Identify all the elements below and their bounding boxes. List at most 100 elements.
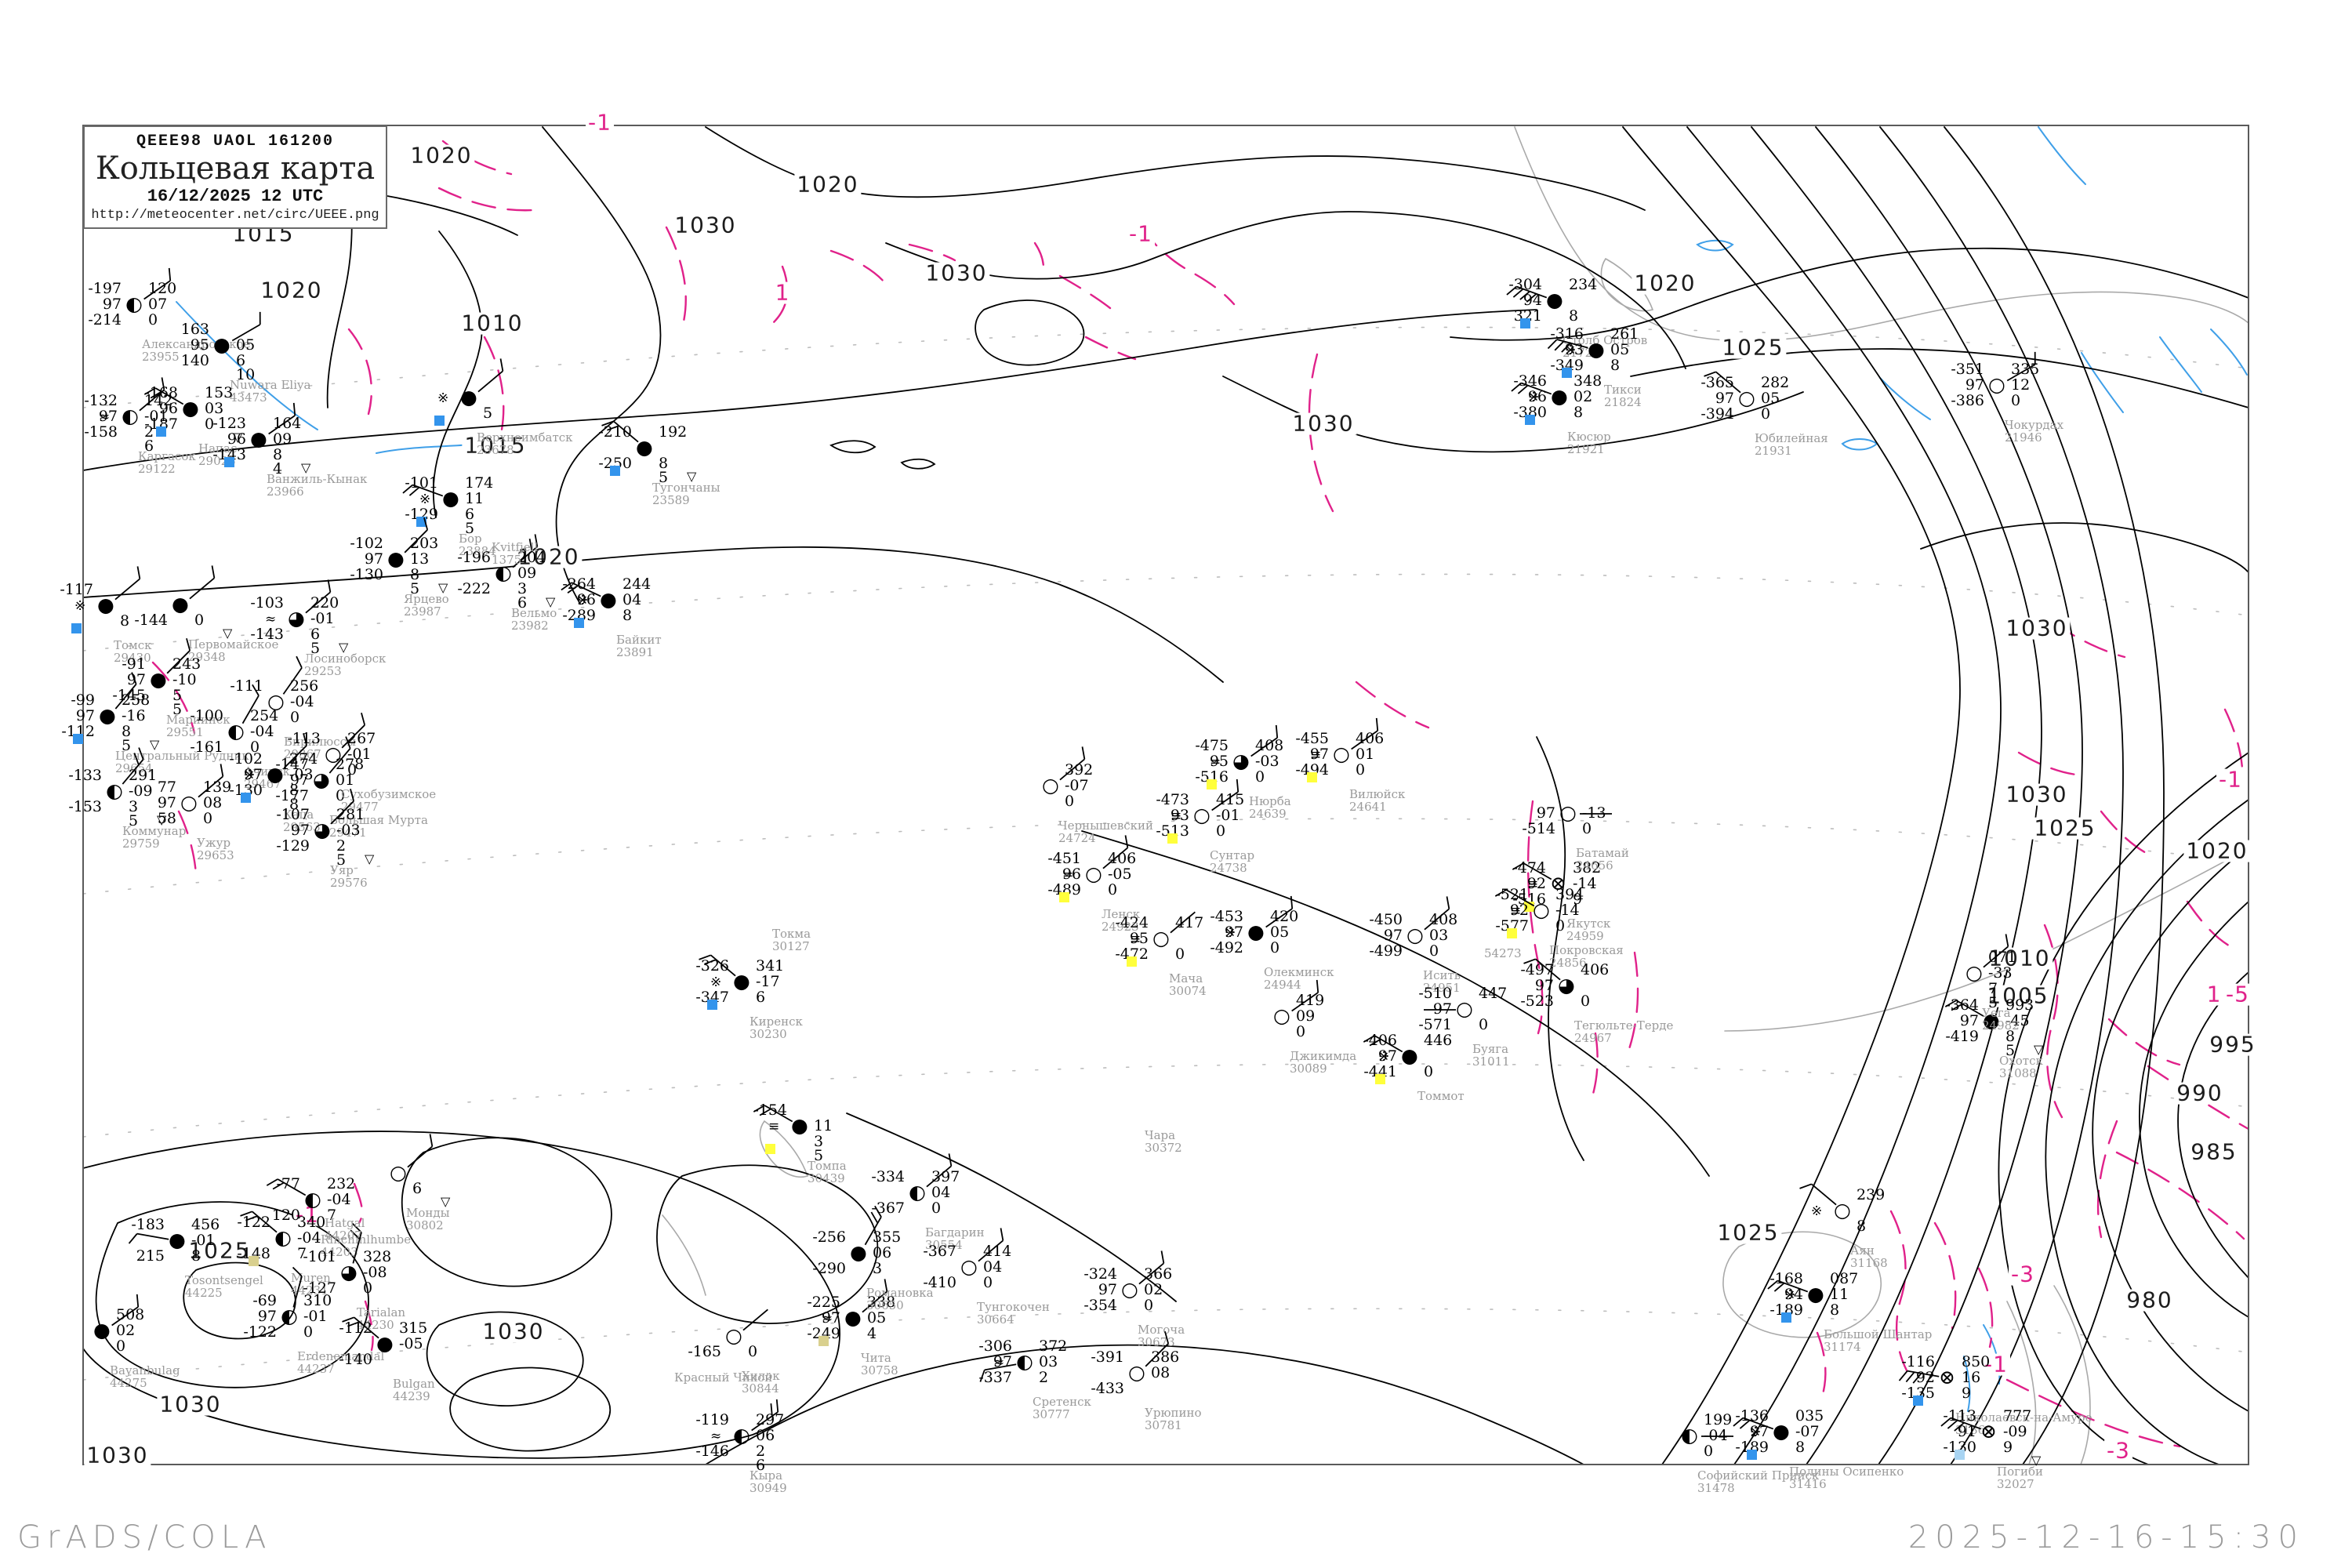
station-name: Уяр 29576	[330, 863, 368, 890]
weather-phenomenon-icon: ≡	[1510, 903, 1522, 919]
cloud-amount-value: 8	[659, 455, 669, 472]
pressure-tendency-value: 05	[1610, 341, 1630, 358]
cloud-cover-icon: ○	[267, 690, 285, 713]
temperature-value: -123	[212, 415, 246, 432]
station-name: Чара 30372	[1145, 1128, 1182, 1155]
cloud-cover-icon: ⊗	[1980, 1420, 1997, 1443]
temperature-value: -324	[1083, 1265, 1117, 1283]
cloud-cover-icon: ●	[267, 763, 284, 786]
title-box: QEEE98 UAOL 161200 Кольцевая карта 16/12…	[83, 125, 387, 229]
weather-phenomenon-icon: ≈	[99, 409, 111, 425]
station-name: Якутск 24959	[1566, 916, 1611, 943]
dewpoint-value: -153	[68, 798, 102, 815]
pressure-tendency-value: -01	[303, 1308, 328, 1325]
dewpoint-value: -441	[1363, 1063, 1397, 1080]
isobar-label: 1030	[923, 262, 990, 285]
dewpoint-value: 215	[136, 1247, 165, 1265]
dewpoint-value: -499	[1369, 942, 1403, 960]
dewpoint-value: -140	[339, 1351, 372, 1368]
cloud-amount-value: 0	[1296, 1023, 1306, 1040]
cloud-amount-value: 0	[303, 1323, 314, 1341]
precip-square-icon	[156, 426, 166, 437]
temperature-value: -112	[339, 1319, 372, 1337]
humidity-value: 95	[1209, 753, 1229, 770]
humidity-value: 97	[289, 771, 309, 789]
cloud-cover-icon: ●	[636, 436, 653, 459]
cloud-amount-value: 0	[1429, 942, 1439, 960]
cloud-amount-value: 6	[756, 989, 766, 1006]
cloud-cover-icon: ○	[390, 1161, 407, 1184]
cloud-amount-value: 0	[1581, 993, 1591, 1010]
cloud-cover-icon: ●	[460, 386, 477, 408]
pressure-value: 234	[1569, 276, 1598, 293]
weather-phenomenon-icon: ※	[1565, 343, 1577, 358]
cloud-type-value: 5	[172, 701, 183, 718]
pressure-value: 239	[1857, 1186, 1886, 1203]
station-name: Юбилейная 21931	[1755, 431, 1828, 458]
cloud-cover-icon: ○	[1965, 961, 1983, 984]
dewpoint-value: -289	[562, 607, 596, 624]
pressure-value: 256	[290, 677, 319, 695]
pressure-value: 447	[1479, 985, 1508, 1002]
map-frame	[82, 125, 2249, 1465]
humidity-value: 96	[158, 400, 178, 417]
cloud-amount-value: 8	[289, 782, 299, 799]
station-name: Байкит 23891	[616, 633, 662, 659]
cloud-amount-value: 0	[1356, 761, 1366, 779]
dewpoint-value: -158	[84, 423, 118, 441]
dewpoint-value: -187	[144, 416, 178, 433]
pressure-tendency-value: 05	[867, 1309, 887, 1327]
weather-phenomenon-icon: ※	[419, 492, 431, 507]
pressure-value: 203	[410, 535, 439, 552]
humidity-value: 97	[1309, 746, 1329, 763]
pressure-value: 340	[297, 1214, 326, 1231]
humidity-value: 92	[1915, 1369, 1935, 1386]
cloud-amount-value: 8	[2005, 1028, 2016, 1045]
product-id: QEEE98 UAOL 161200	[136, 132, 335, 151]
cloud-amount-value: 4	[867, 1325, 877, 1342]
pressure-tendency-value: 03	[1039, 1353, 1058, 1370]
pressure-tendency-value: 05	[1761, 390, 1780, 407]
pressure-value: 355	[873, 1229, 902, 1246]
temperature-value: -475	[1195, 737, 1229, 754]
pressure-tendency-value: 09	[517, 564, 537, 582]
pressure-tendency-value: -01	[310, 610, 335, 627]
cloud-cover-icon: ◐	[495, 561, 512, 584]
precip-square-icon	[1955, 1450, 1965, 1460]
cloud-cover-icon: ●	[150, 668, 167, 691]
pressure-tendency-value: -33	[1988, 964, 2013, 982]
cloud-amount-value: 8	[1573, 404, 1584, 421]
station-name: Вилюйск 24641	[1349, 787, 1406, 814]
station-name: Кюсюр 21921	[1567, 430, 1611, 456]
precip-square-icon	[610, 466, 620, 476]
shower-icon: ▽	[546, 594, 556, 609]
cloud-cover-icon: ●	[1773, 1420, 1790, 1443]
pressure-value: 254	[250, 707, 279, 724]
cloud-type-value: 5	[465, 520, 475, 537]
dewpoint-value: -347	[695, 989, 729, 1006]
cloud-amount-value: 2	[144, 423, 154, 441]
station-name: Софийский Прииск 31478	[1697, 1468, 1820, 1495]
pressure-value: 087	[1830, 1270, 1859, 1287]
dewpoint-value: -135	[1901, 1385, 1935, 1402]
pressure-tendency-value: -16	[122, 707, 146, 724]
cloud-cover-icon: ◕	[288, 607, 305, 630]
dewpoint-value: -222	[457, 580, 491, 597]
cloud-amount-value: 0	[116, 1338, 126, 1355]
temperature-value: -91	[122, 655, 146, 673]
weather-phenomenon-icon: =	[1062, 867, 1074, 883]
station-name: Могоча 30673	[1138, 1323, 1185, 1349]
pressure-tendency-value: 03	[205, 400, 224, 417]
cloud-cover-icon: ●	[733, 970, 750, 993]
pressure-value: 420	[1270, 908, 1299, 925]
pressure-tendency-value: -01	[144, 408, 169, 425]
pressure-value: 153	[205, 384, 234, 401]
humidity-value: 95	[1129, 930, 1149, 947]
shower-icon: ▽	[223, 626, 233, 641]
station-name: Erdenemandal 44237	[297, 1349, 385, 1376]
pressure-tendency-value: -08	[363, 1264, 387, 1281]
cloud-amount-value: 8	[1569, 307, 1579, 325]
cloud-amount-value: 0	[203, 810, 213, 827]
shower-icon: ▽	[441, 1194, 451, 1209]
cloud-cover-icon: ◐	[274, 1226, 292, 1249]
